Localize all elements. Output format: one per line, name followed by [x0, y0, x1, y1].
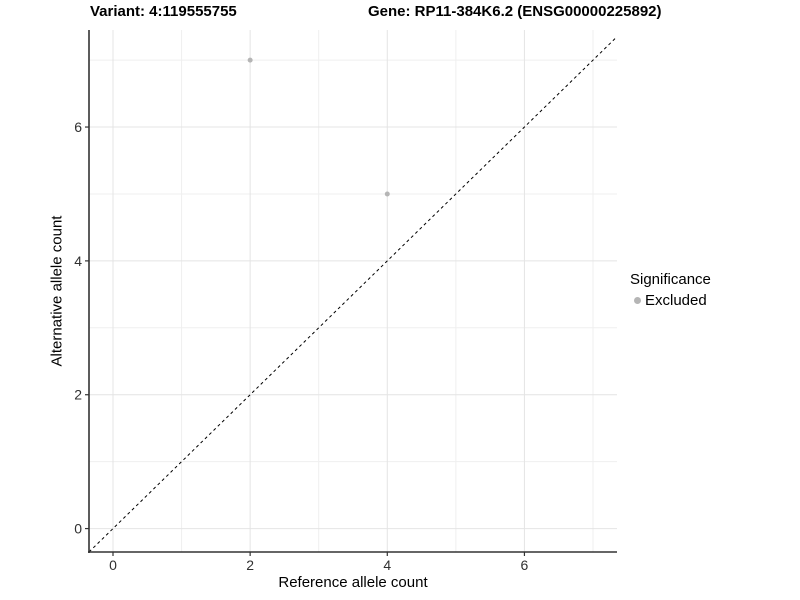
legend-item-excluded: Excluded	[634, 292, 711, 309]
data-point	[247, 57, 253, 63]
y-tick-label: 6	[74, 119, 82, 135]
x-tick-label: 4	[383, 557, 391, 573]
legend-item-label: Excluded	[645, 292, 707, 309]
x-tick-label: 0	[109, 557, 117, 573]
x-tick-label: 6	[521, 557, 529, 573]
data-point	[384, 191, 390, 197]
x-tick-label: 2	[246, 557, 254, 573]
y-tick-label: 4	[74, 253, 82, 269]
excluded-point-icon	[634, 297, 641, 304]
plot-title-variant: Variant: 4:119555755	[90, 3, 237, 20]
y-tick-label: 2	[74, 387, 82, 403]
y-axis-title: Alternative allele count	[48, 215, 66, 367]
legend-title: Significance	[630, 271, 711, 288]
legend: Significance Excluded	[630, 271, 711, 309]
plot-title-gene: Gene: RP11-384K6.2 (ENSG00000225892)	[368, 3, 662, 20]
x-axis-title: Reference allele count	[278, 574, 428, 591]
y-tick-label: 0	[74, 521, 82, 537]
identity-reference-line	[88, 36, 618, 553]
